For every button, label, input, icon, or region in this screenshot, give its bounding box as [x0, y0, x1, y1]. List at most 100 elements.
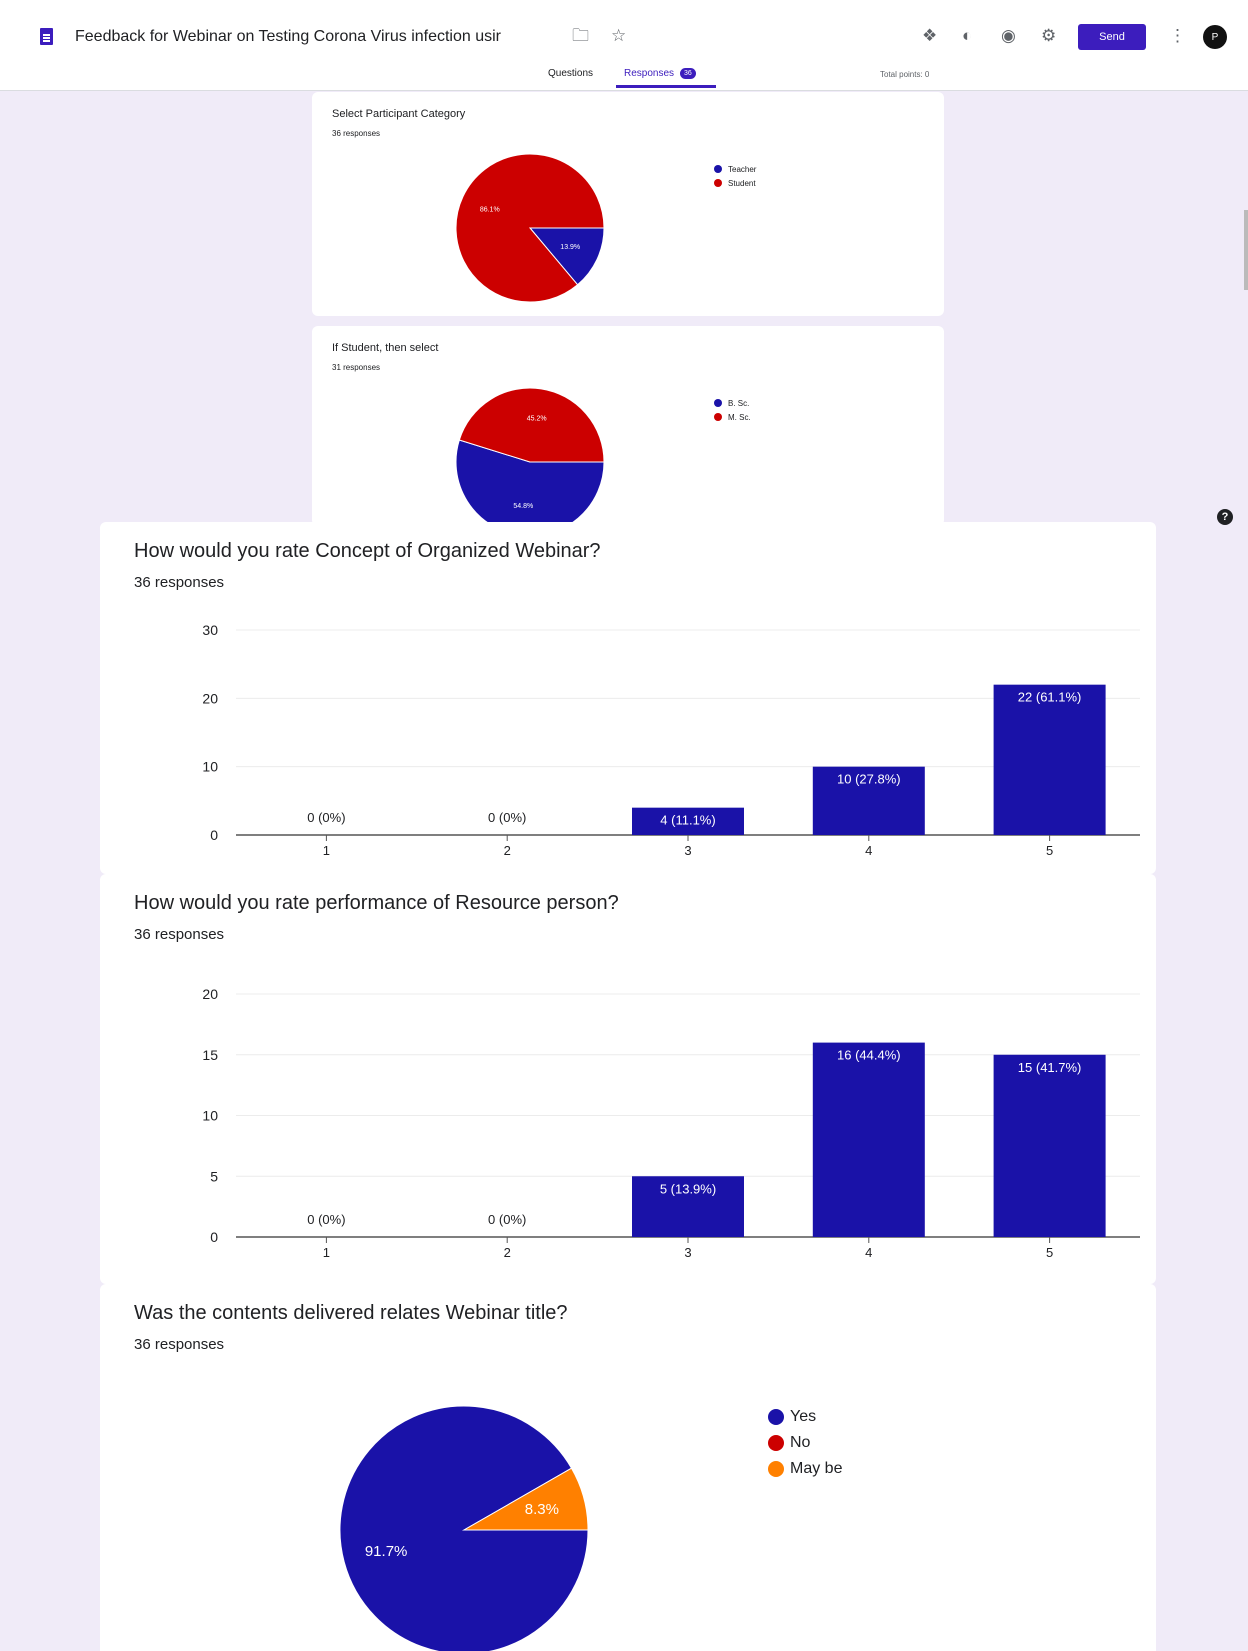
chart-legend: Teacher Student: [714, 162, 756, 190]
legend-item: M. Sc.: [714, 410, 751, 424]
x-tick-label: 2: [504, 1245, 511, 1260]
tab-responses-label: Responses: [624, 68, 675, 80]
bar-data-label: 0 (0%): [307, 1212, 345, 1227]
y-tick-label: 20: [202, 986, 218, 1002]
addon-puzzle-icon[interactable]: ❖: [922, 26, 938, 45]
question-card-participant-category: Select Participant Category 36 responses…: [312, 92, 944, 316]
form-title[interactable]: Feedback for Webinar on Testing Corona V…: [75, 28, 502, 45]
response-count: 31 responses: [332, 363, 381, 372]
bar-data-label: 0 (0%): [488, 810, 526, 825]
bar-data-label: 4 (11.1%): [660, 813, 715, 828]
y-tick-label: 10: [202, 759, 218, 775]
bar-5: [993, 1054, 1106, 1237]
pie-slice-label: 45.2%: [527, 415, 547, 422]
bar-3: [632, 1176, 744, 1237]
question-card-student-level: If Student, then select 31 responses 54.…: [312, 326, 944, 526]
legend-item: Yes: [768, 1404, 842, 1430]
legend-item: Student: [714, 176, 756, 190]
question-title: Was the contents delivered relates Webin…: [134, 1302, 568, 1324]
question-card-contents-relation: Was the contents delivered relates Webin…: [100, 1284, 1156, 1651]
star-icon[interactable]: ☆: [611, 26, 627, 45]
legend-item: B. Sc.: [714, 396, 751, 410]
bar-chart: 0 10 20 30 0 (0%) 1 0 (0%) 2 4 (11.1%) 3 10 (27.8%…: [202, 622, 1140, 858]
response-count: 36 responses: [134, 926, 225, 943]
legend-label: No: [790, 1434, 811, 1451]
bar-data-label: 22 (61.1%): [1018, 690, 1082, 705]
y-tick-label: 10: [202, 1108, 218, 1124]
y-tick-label: 5: [210, 1168, 218, 1184]
pie-slice-label: 54.8%: [513, 503, 533, 510]
legend-swatch: [714, 165, 722, 173]
y-tick-label: 30: [202, 622, 218, 638]
y-tick-label: 0: [210, 827, 218, 843]
legend-swatch: [768, 1409, 784, 1425]
bar-data-label: 15 (41.7%): [1018, 1060, 1082, 1075]
bar-chart: 0 5 10 15 20 0 (0%) 1 0 (0%) 2 5 (13.9%) 3 16 (44.4…: [202, 986, 1140, 1260]
legend-swatch: [714, 413, 722, 421]
legend-swatch: [714, 399, 722, 407]
bar-5: [993, 684, 1106, 835]
pie-slice-label: 13.9%: [560, 244, 580, 251]
tab-questions[interactable]: Questions: [548, 68, 594, 79]
responses-count-badge: 36: [680, 68, 696, 79]
pie-slice-student: [455, 153, 605, 303]
x-tick-label: 5: [1046, 843, 1053, 858]
x-tick-label: 3: [684, 843, 691, 858]
legend-label: Teacher: [728, 164, 757, 174]
legend-label: Student: [728, 178, 756, 188]
x-tick-label: 3: [684, 1245, 691, 1260]
more-vert-icon[interactable]: ⋮: [1169, 26, 1186, 45]
y-tick-label: 0: [210, 1229, 218, 1245]
settings-gear-icon[interactable]: ⚙: [1041, 26, 1057, 45]
question-title: Select Participant Category: [332, 108, 466, 120]
avatar[interactable]: P: [1203, 25, 1227, 49]
x-tick-label: 1: [323, 1245, 330, 1260]
chart-legend: Yes No May be: [768, 1404, 842, 1482]
bar-data-label: 0 (0%): [488, 1212, 526, 1227]
forms-logo-icon: [40, 28, 53, 45]
legend-item: Teacher: [714, 162, 756, 176]
legend-label: Yes: [790, 1408, 817, 1425]
total-points: Total points: 0: [880, 70, 930, 79]
bar-data-label: 5 (13.9%): [660, 1181, 716, 1196]
legend-swatch: [768, 1435, 784, 1451]
help-icon[interactable]: ?: [1217, 509, 1233, 525]
chart-legend: B. Sc. M. Sc.: [714, 396, 751, 424]
bar-4: [812, 1042, 925, 1237]
send-button[interactable]: Send: [1078, 24, 1146, 50]
legend-label: M. Sc.: [728, 412, 751, 422]
response-count: 36 responses: [134, 1336, 225, 1353]
legend-swatch: [768, 1461, 784, 1477]
legend-label: May be: [790, 1460, 843, 1477]
x-tick-label: 2: [504, 843, 511, 858]
pie-slice-teacher: [528, 227, 605, 286]
response-count: 36 responses: [332, 129, 381, 138]
x-tick-label: 1: [323, 843, 330, 858]
legend-label: B. Sc.: [728, 398, 750, 408]
tab-responses[interactable]: Responses 36: [624, 68, 696, 79]
question-title: If Student, then select: [332, 342, 439, 354]
bar-data-label: 0 (0%): [307, 810, 345, 825]
y-tick-label: 20: [202, 690, 218, 706]
preview-eye-icon[interactable]: ◉: [1001, 26, 1016, 45]
bar-4: [812, 766, 925, 835]
legend-item: May be: [768, 1456, 842, 1482]
pie-slice-yes: [339, 1405, 589, 1651]
response-count: 36 responses: [134, 574, 225, 591]
scrollbar-thumb[interactable]: [1244, 210, 1248, 290]
question-card-resource-person-rating: How would you rate performance of Resour…: [100, 874, 1156, 1284]
y-tick-label: 15: [202, 1047, 218, 1063]
top-bar: Feedback for Webinar on Testing Corona V…: [0, 0, 1248, 91]
pie-chart: 13.9% 86.1%: [455, 153, 605, 303]
question-card-concept-rating: How would you rate Concept of Organized …: [100, 522, 1156, 874]
bar-data-label: 16 (44.4%): [837, 1048, 901, 1063]
pie-slice-label: 8.3%: [525, 1501, 559, 1518]
pie-slice-label: 86.1%: [480, 207, 500, 214]
pie-slice-may-be: [462, 1467, 589, 1531]
pie-slice-b-sc-: [455, 439, 605, 526]
active-tab-indicator: [616, 85, 716, 88]
folder-icon[interactable]: 🗀: [572, 26, 589, 45]
x-tick-label: 4: [865, 1245, 872, 1260]
pie-chart: 54.8% 45.2%: [455, 387, 605, 526]
palette-icon[interactable]: ◐: [962, 26, 973, 45]
